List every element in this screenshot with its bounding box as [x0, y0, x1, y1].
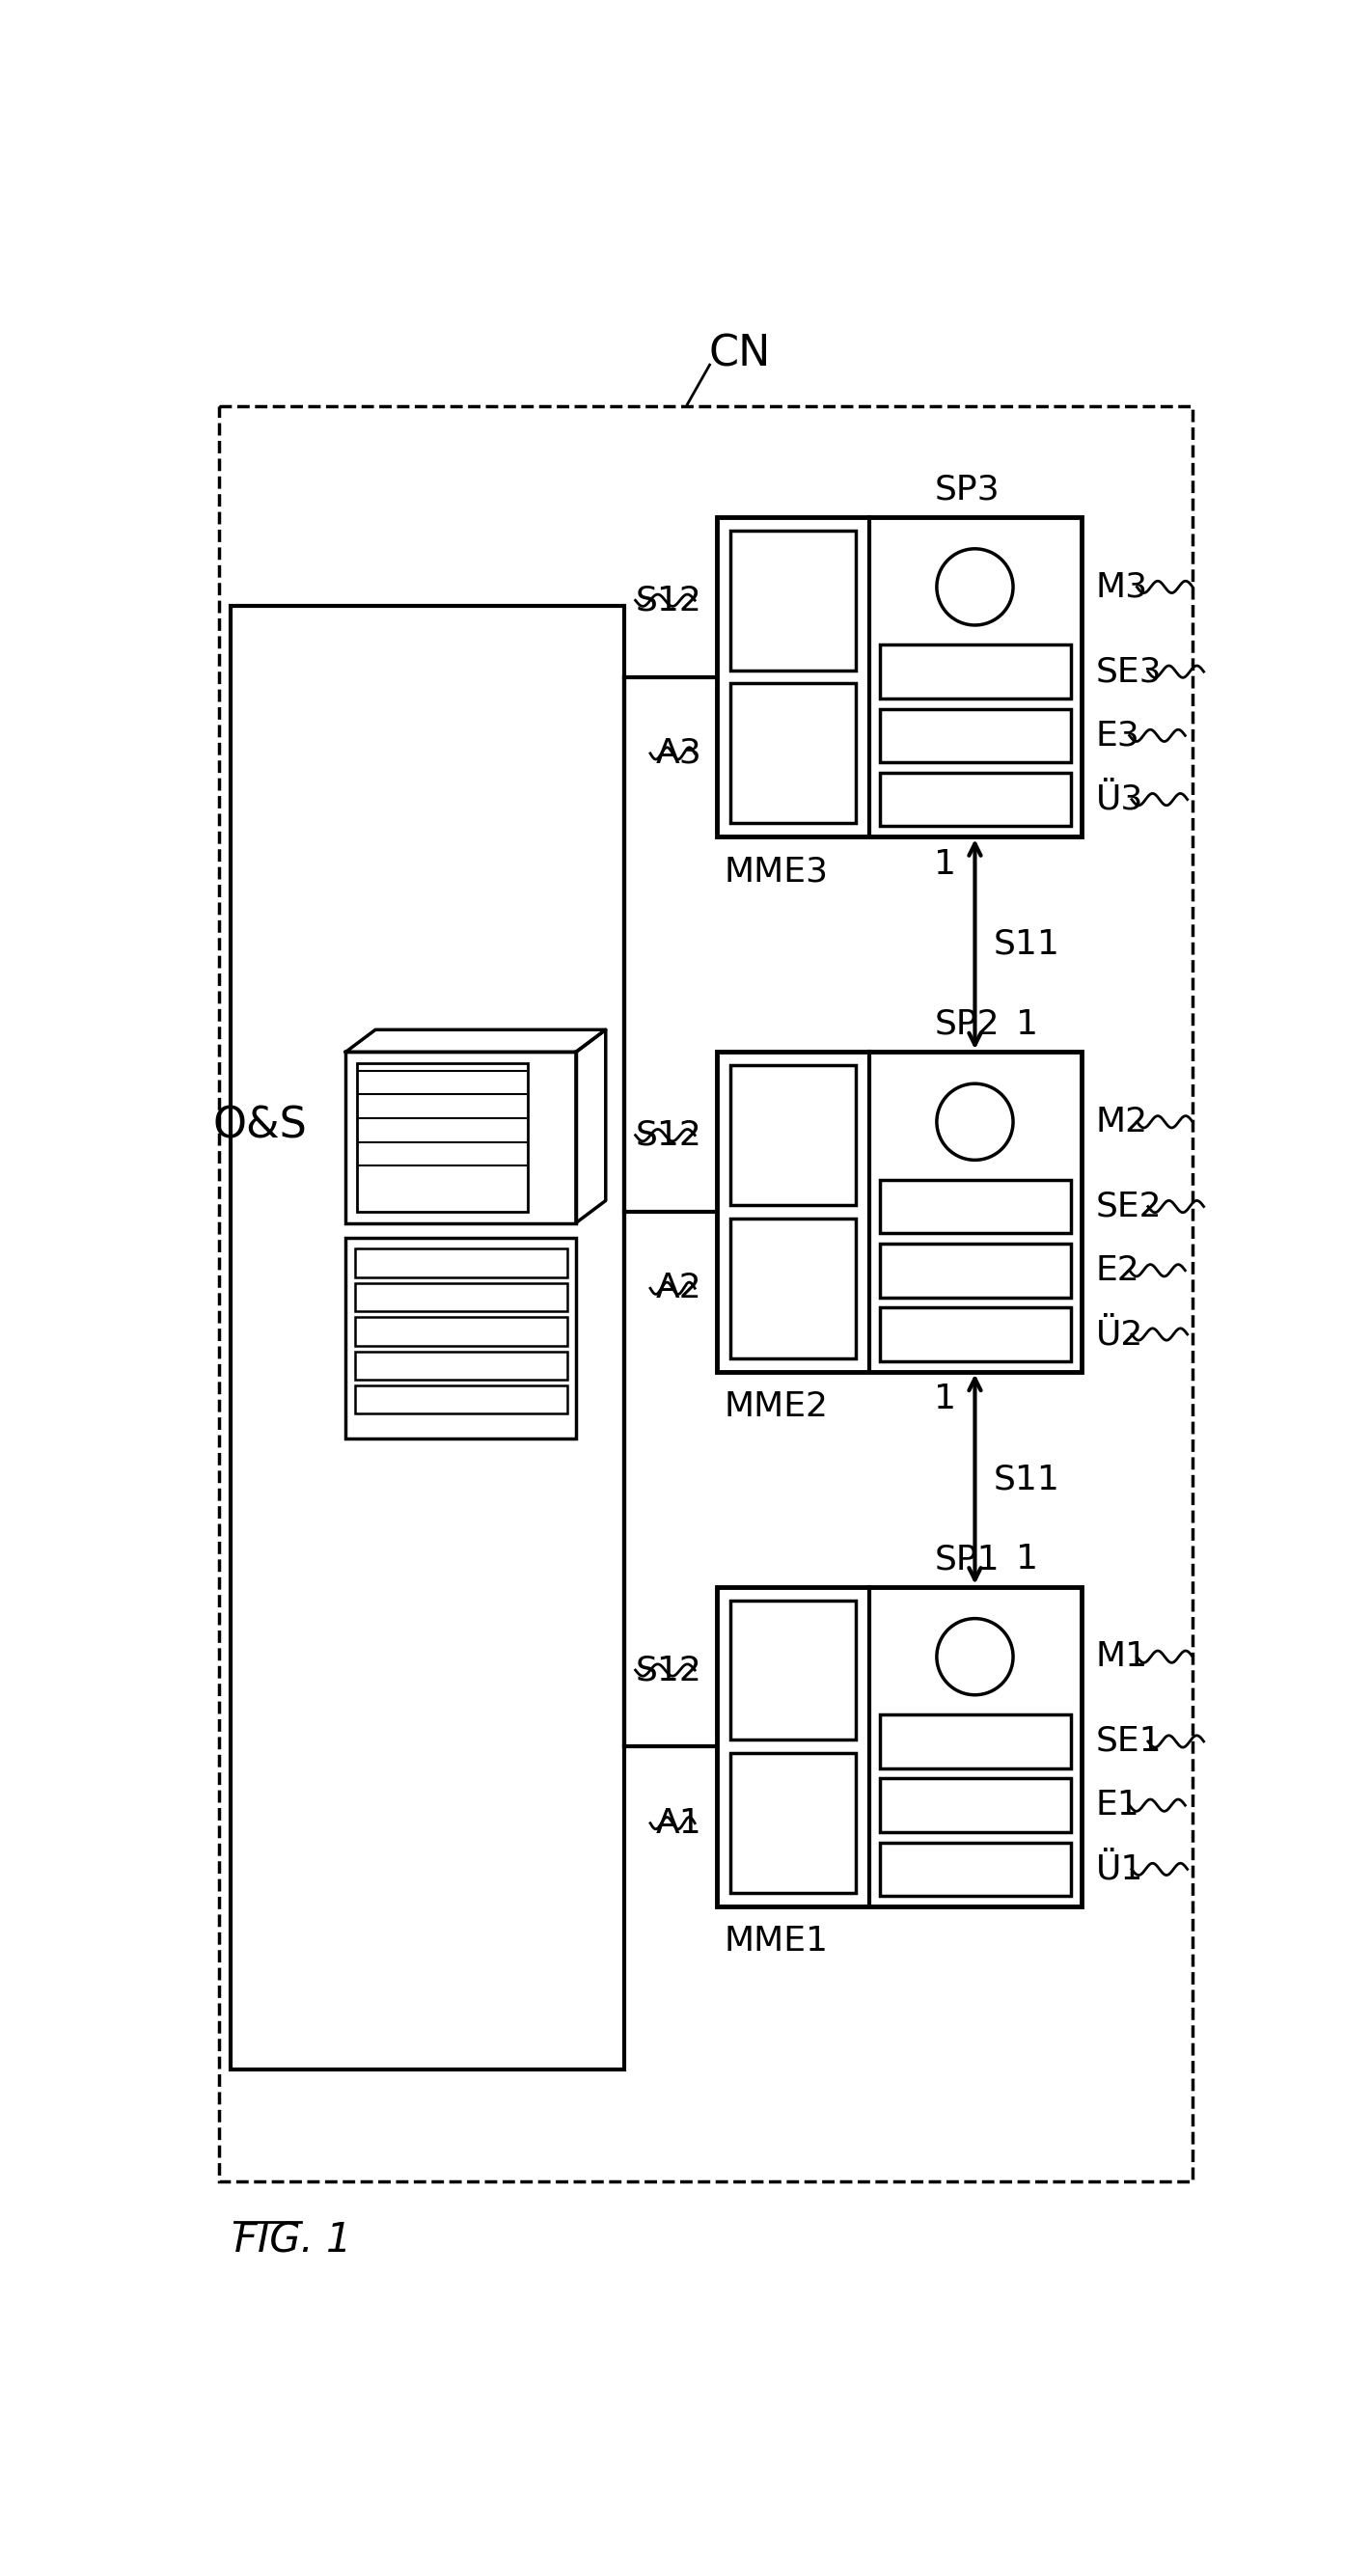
Text: S12: S12 — [636, 585, 702, 616]
Bar — [880, 773, 1071, 827]
Text: O&S: O&S — [213, 1105, 307, 1146]
Text: E1: E1 — [1095, 1788, 1141, 1821]
Text: FIG. 1: FIG. 1 — [234, 2221, 351, 2262]
Text: E3: E3 — [1095, 719, 1141, 752]
Text: SP2: SP2 — [935, 1007, 999, 1041]
Text: SE3: SE3 — [1095, 654, 1163, 688]
Text: Ü2: Ü2 — [1095, 1319, 1143, 1350]
Text: 1: 1 — [1016, 1543, 1038, 1577]
Bar — [731, 1600, 856, 1739]
Text: 1: 1 — [934, 848, 957, 881]
Text: Ü1: Ü1 — [1095, 1852, 1143, 1886]
Text: S12: S12 — [636, 1654, 702, 1687]
Text: SP1: SP1 — [935, 1543, 999, 1577]
Bar — [880, 1180, 1071, 1234]
Text: CN: CN — [709, 332, 771, 374]
Bar — [345, 1236, 576, 1437]
Bar — [355, 1386, 568, 1414]
Polygon shape — [345, 1030, 606, 1051]
Bar — [731, 1218, 856, 1358]
Bar — [355, 1283, 568, 1311]
Circle shape — [936, 1618, 1013, 1695]
Bar — [230, 605, 624, 2069]
Bar — [219, 404, 1193, 2182]
Bar — [355, 1352, 568, 1381]
Circle shape — [936, 549, 1013, 626]
Text: MME1: MME1 — [724, 1924, 828, 1958]
Text: E2: E2 — [1095, 1255, 1141, 1288]
Circle shape — [936, 1084, 1013, 1159]
Text: S11: S11 — [994, 1463, 1060, 1497]
Bar — [731, 531, 856, 670]
Bar — [717, 518, 1082, 837]
Bar — [880, 708, 1071, 762]
Text: SE1: SE1 — [1095, 1726, 1163, 1757]
Text: M2: M2 — [1095, 1105, 1149, 1139]
Bar — [731, 1066, 856, 1206]
Bar — [345, 1051, 576, 1224]
Bar — [731, 1754, 856, 1893]
Bar — [731, 683, 856, 824]
Bar — [880, 1777, 1071, 1832]
Text: S12: S12 — [636, 1118, 702, 1151]
Text: 1: 1 — [934, 1383, 957, 1414]
Text: M3: M3 — [1095, 569, 1149, 603]
Text: SP3: SP3 — [935, 474, 999, 505]
Text: SE2: SE2 — [1095, 1190, 1163, 1224]
Bar — [880, 1244, 1071, 1298]
Bar — [880, 644, 1071, 698]
Bar — [880, 1309, 1071, 1360]
Bar — [880, 1716, 1071, 1767]
Text: A2: A2 — [657, 1273, 702, 1303]
Text: M1: M1 — [1095, 1641, 1149, 1674]
Bar — [717, 1587, 1082, 1906]
Text: A3: A3 — [657, 737, 702, 770]
Text: 1: 1 — [1016, 1007, 1038, 1041]
Bar — [355, 1316, 568, 1345]
Polygon shape — [576, 1030, 606, 1224]
Bar — [880, 1842, 1071, 1896]
Text: Ü3: Ü3 — [1095, 783, 1143, 817]
Bar — [355, 1249, 568, 1278]
Text: MME3: MME3 — [724, 855, 828, 889]
Text: MME2: MME2 — [724, 1391, 828, 1422]
Bar — [356, 1064, 528, 1211]
Text: A1: A1 — [657, 1806, 702, 1839]
Bar — [717, 1051, 1082, 1370]
Text: S11: S11 — [994, 927, 1060, 961]
